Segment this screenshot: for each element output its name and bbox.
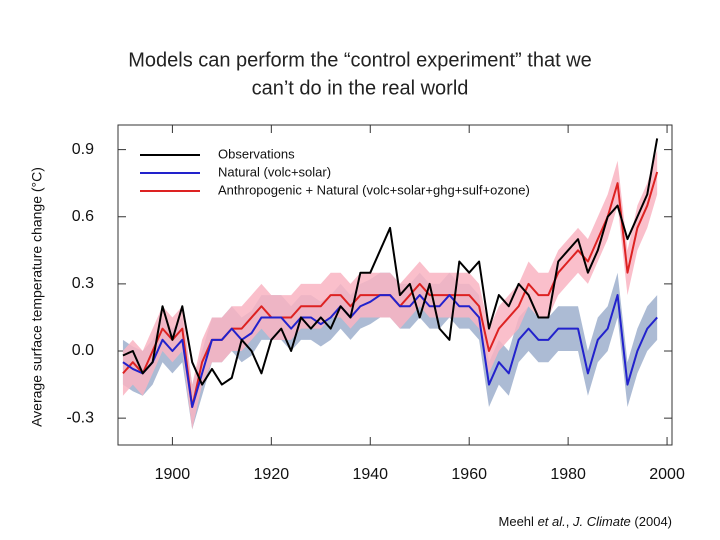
legend-label: Anthropogenic + Natural (volc+solar+ghg+… — [218, 182, 530, 197]
data-line — [122, 138, 659, 386]
plot-frame — [117, 124, 673, 446]
x-tick-label: 1940 — [352, 466, 388, 483]
x-tick-label: 2000 — [649, 466, 685, 483]
citation: Meehl et al., J. Climate (2004) — [499, 514, 672, 529]
y-axis-label: Average surface temperature change (°C) — [29, 167, 45, 427]
y-tick-label: -0.3 — [66, 409, 94, 426]
y-tick-label: 0.9 — [72, 141, 94, 158]
citation-text: , — [565, 514, 570, 529]
citation-text: J. Climate — [573, 514, 631, 529]
legend-label: Observations — [218, 146, 295, 161]
uncertainty-band — [122, 149, 658, 430]
x-tick-label: 1960 — [451, 466, 487, 483]
chart-title: can’t do in the real world — [252, 77, 469, 99]
legend-label: Natural (volc+solar) — [218, 164, 331, 179]
chart-title: Models can perform the “control experime… — [128, 49, 592, 71]
citation-text: (2004) — [634, 514, 672, 529]
y-tick-label: 0.0 — [72, 342, 94, 359]
x-tick-label: 1900 — [155, 466, 191, 483]
citation-text: Meehl — [498, 514, 534, 529]
y-tick-label: 0.3 — [72, 275, 94, 292]
x-tick-label: 1980 — [550, 466, 586, 483]
x-tick-label: 1920 — [254, 466, 290, 483]
data-line — [122, 294, 658, 408]
y-tick-label: 0.6 — [72, 208, 94, 225]
citation-text: et al. — [537, 514, 566, 529]
